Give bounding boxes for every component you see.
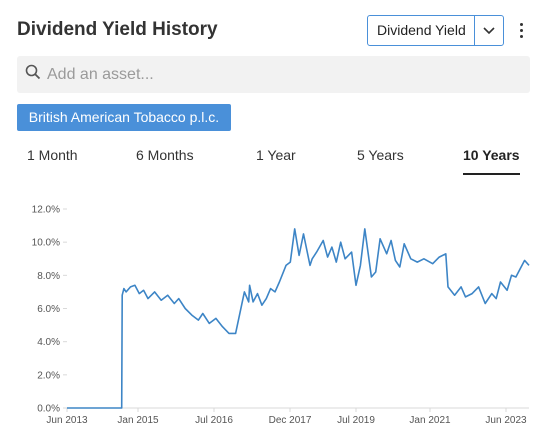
tab-10-years[interactable]: 10 Years [463, 147, 520, 175]
asset-chip[interactable]: British American Tobacco p.l.c. [17, 104, 231, 131]
yield-series-line [67, 228, 530, 409]
tab-1-year[interactable]: 1 Year [256, 147, 296, 163]
tab-5-years[interactable]: 5 Years [357, 147, 404, 163]
x-tick-label: Jun 2023 [485, 415, 527, 426]
y-tick-label: 8.0% [37, 271, 60, 282]
x-tick-label: Jun 2013 [46, 415, 88, 426]
dividend-yield-chart: 0.0%2.0%4.0%6.0%8.0%10.0%12.0% Jun 2013 J… [32, 205, 530, 426]
search-input[interactable] [47, 65, 507, 84]
y-axis-ticks: 0.0% 2.0% 4.0% 6.0% 8.0% 10.0% 12.0% [32, 205, 60, 415]
metric-dropdown-value: Dividend Yield [377, 22, 466, 38]
search-bar[interactable] [17, 56, 530, 93]
y-tick-label: 12.0% [32, 205, 60, 216]
y-tick-label: 10.0% [32, 238, 60, 249]
x-tick-label: Jul 2019 [337, 415, 375, 426]
x-tick-label: Jan 2015 [117, 415, 159, 426]
y-tick-label: 2.0% [37, 370, 60, 381]
y-tick-label: 0.0% [37, 404, 60, 415]
y-tick-label: 4.0% [37, 337, 60, 348]
more-options-icon[interactable] [514, 19, 528, 41]
x-tick-label: Dec 2017 [269, 415, 312, 426]
x-axis-ticks: Jun 2013 Jan 2015 Jul 2016 Dec 2017 Jul 2019… [46, 408, 527, 426]
x-tick-label: Jan 2021 [409, 415, 451, 426]
x-tick-label: Jul 2016 [195, 415, 233, 426]
y-tick-label: 6.0% [37, 304, 60, 315]
metric-dropdown[interactable]: Dividend Yield [367, 15, 504, 46]
search-icon [25, 64, 41, 85]
tab-1-month[interactable]: 1 Month [27, 147, 78, 163]
chart-grid [63, 208, 529, 409]
tab-6-months[interactable]: 6 Months [136, 147, 194, 163]
chevron-down-icon[interactable] [474, 16, 503, 45]
page-title: Dividend Yield History [17, 19, 218, 40]
